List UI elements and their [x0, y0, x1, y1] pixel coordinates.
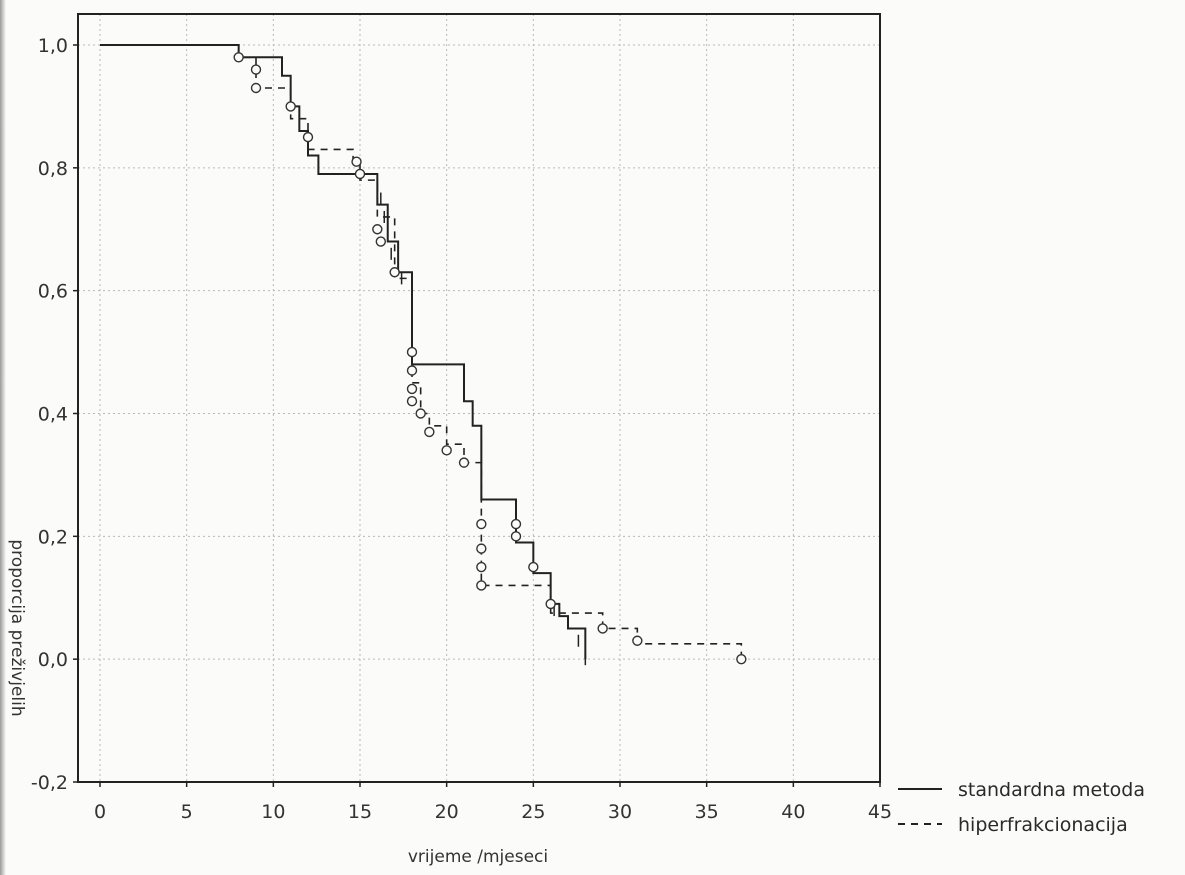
censor-mark-hiperfrakcionacija: [250, 64, 262, 75]
legend-label-standardna-metoda: standardna metoda: [958, 779, 1145, 801]
x-tick-label: 30: [608, 801, 632, 823]
censor-mark-hiperfrakcionacija: [545, 598, 556, 610]
y-tick-label: 0,0: [38, 649, 68, 671]
x-tick-label: 45: [868, 801, 892, 823]
censor-mark-hiperfrakcionacija: [406, 346, 418, 358]
censor-mark-hiperfrakcionacija: [476, 561, 487, 573]
censor-mark-hiperfrakcionacija: [406, 383, 418, 395]
censor-mark-hiperfrakcionacija: [736, 653, 747, 665]
y-axis: -0,2 0,0 0,2 0,4 0,6 0,8 1,0: [31, 35, 78, 794]
x-tick-label: 25: [521, 801, 545, 823]
censor-mark-hiperfrakcionacija: [476, 543, 487, 554]
y-tick-label: 0,6: [38, 281, 68, 303]
scan-edge: [0, 0, 6, 875]
y-tick-label: 0,2: [38, 526, 68, 548]
y-axis-title: proporcija preživjelih: [7, 539, 27, 716]
y-tick-label: -0,2: [31, 772, 68, 794]
censor-mark-hiperfrakcionacija: [528, 561, 539, 573]
x-tick-label: 0: [94, 801, 106, 823]
x-axis: 0 5 10 15 20 25 30 35 40 45: [94, 782, 892, 823]
censor-mark-hiperfrakcionacija: [351, 156, 362, 167]
y-tick-label: 0,4: [38, 404, 68, 426]
series-line-standardna-metoda: [100, 44, 587, 660]
censor-mark-hiperfrakcionacija: [354, 168, 366, 180]
censor-mark-hiperfrakcionacija: [372, 224, 383, 235]
censor-mark-hiperfrakcionacija: [233, 52, 244, 63]
x-tick-label: 35: [695, 801, 719, 823]
censor-mark-hiperfrakcionacija: [375, 236, 386, 247]
censor-mark-hiperfrakcionacija: [476, 518, 487, 530]
x-axis-title: vrijeme /mjeseci: [408, 847, 548, 867]
y-tick-label: 1,0: [38, 35, 68, 57]
censor-mark-hiperfrakcionacija: [406, 365, 418, 376]
grid: [78, 14, 880, 782]
censor-mark-hiperfrakcionacija: [415, 408, 426, 419]
censor-mark-hiperfrakcionacija: [458, 457, 470, 468]
censor-mark-hiperfrakcionacija: [632, 635, 643, 646]
x-tick-label: 40: [781, 801, 805, 823]
censor-mark-hiperfrakcionacija: [510, 518, 522, 530]
censor-mark-hiperfrakcionacija: [424, 426, 435, 438]
plot-area-frame: [77, 13, 881, 783]
censor-mark-hiperfrakcionacija: [406, 396, 418, 407]
series-line-hiperfrakcionacija: [100, 44, 743, 660]
x-tick-label: 5: [181, 801, 193, 823]
x-tick-label: 15: [348, 801, 372, 823]
x-tick-label: 20: [435, 801, 459, 823]
legend: standardna metoda hiperfrakcionacija: [898, 779, 1145, 836]
censor-mark-hiperfrakcionacija: [389, 267, 400, 278]
legend-label-hiperfrakcionacija: hiperfrakcionacija: [958, 814, 1128, 836]
censor-mark-hiperfrakcionacija: [476, 580, 487, 591]
plot-series: [100, 44, 747, 666]
censor-mark-hiperfrakcionacija: [510, 531, 522, 542]
censor-mark-hiperfrakcionacija: [597, 623, 608, 634]
censor-mark-hiperfrakcionacija: [302, 131, 314, 143]
x-tick-label: 10: [261, 801, 285, 823]
y-tick-label: 0,8: [38, 158, 68, 180]
censor-mark-hiperfrakcionacija: [250, 82, 262, 94]
censor-mark-hiperfrakcionacija: [441, 445, 452, 456]
censor-mark-hiperfrakcionacija: [285, 101, 296, 112]
